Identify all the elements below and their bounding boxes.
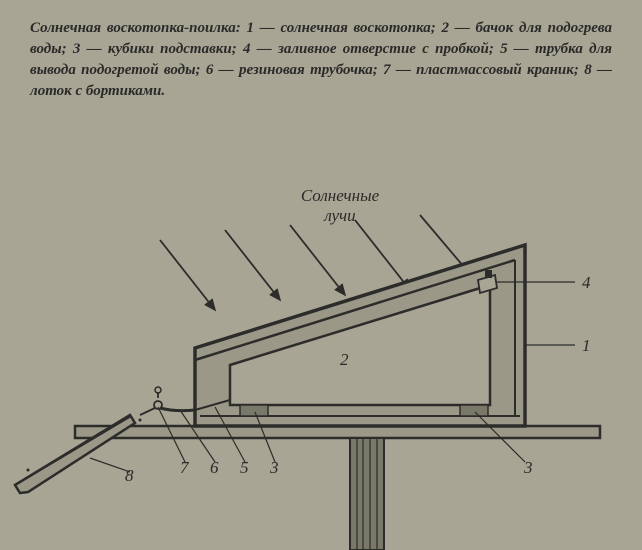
label-3-right: 3 <box>524 458 533 478</box>
caption-item-3: 3 — кубики подставки; <box>73 41 237 57</box>
caption-item-6: 6 — резиновая трубочка; <box>206 62 378 78</box>
diagram-svg <box>0 180 642 550</box>
label-3-left: 3 <box>270 458 279 478</box>
label-1: 1 <box>582 336 591 356</box>
label-5: 5 <box>240 458 249 478</box>
label-6: 6 <box>210 458 219 478</box>
diagram: Солнечные лучи <box>0 180 642 550</box>
label-8: 8 <box>125 466 134 486</box>
caption-title: Солнечная воскотопка-поилка: <box>30 20 241 36</box>
caption-item-7: 7 — пластмассовый краник; <box>383 62 579 78</box>
caption-item-4: 4 — заливное отверстие с пробкой; <box>243 41 494 57</box>
label-4: 4 <box>582 273 591 293</box>
label-2: 2 <box>340 350 349 370</box>
caption-text: Солнечная воскотопка-поилка: 1 — солнечн… <box>30 18 612 102</box>
center-post <box>350 438 384 550</box>
caption-item-1: 1 — солнечная воскотопка; <box>246 20 435 36</box>
label-7: 7 <box>180 458 189 478</box>
base-platform <box>75 426 600 438</box>
